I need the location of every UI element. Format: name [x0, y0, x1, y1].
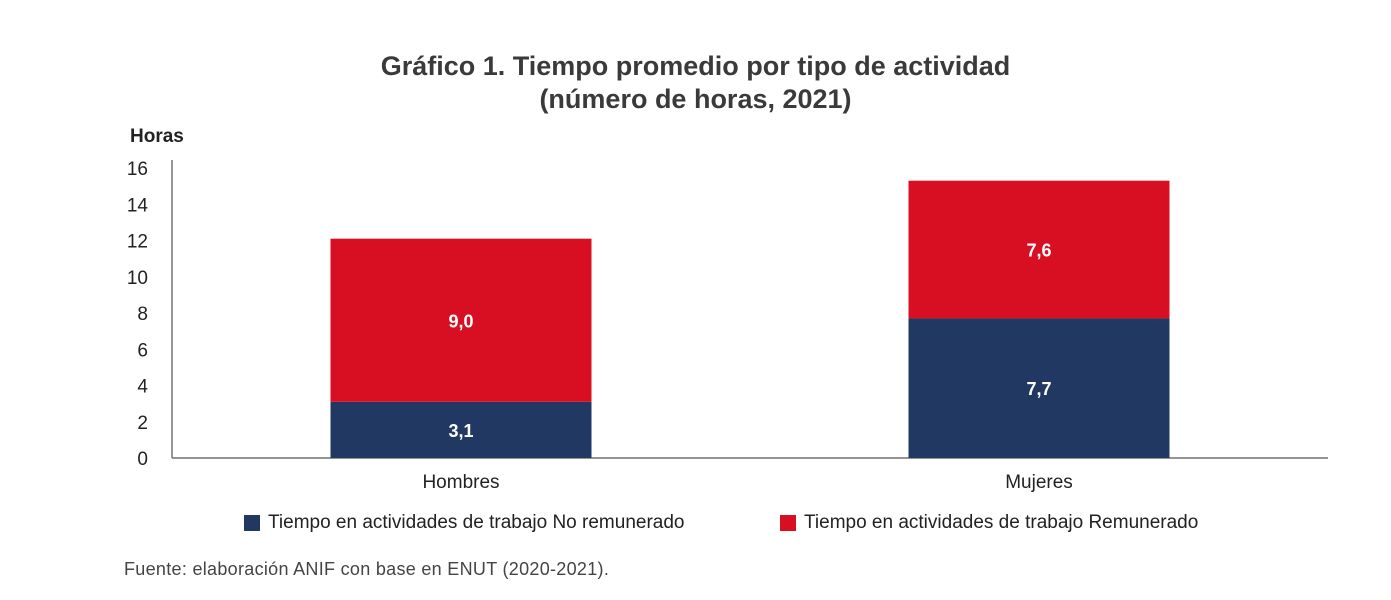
- y-tick-label: 8: [137, 304, 148, 325]
- chart-title: Gráfico 1. Tiempo promedio por tipo de a…: [380, 51, 1011, 81]
- legend-swatch-no-remunerado: [244, 515, 260, 531]
- data-label: 7,7: [1026, 379, 1051, 399]
- y-tick-label: 12: [127, 232, 148, 253]
- x-category-label: Mujeres: [1005, 472, 1073, 493]
- chart-title-block: Gráfico 1. Tiempo promedio por tipo de a…: [0, 50, 1391, 116]
- legend-label-remunerado: Tiempo en actividades de trabajo Remuner…: [804, 512, 1199, 533]
- bar-hombres-series-1: [330, 238, 592, 402]
- legend-swatch-remunerado: [780, 515, 796, 531]
- y-tick-label: 0: [137, 449, 148, 470]
- stacked-bar-chart: Horas 0 2 4 6 8 10 12 14 16 3,1 9,0 Hombres 7,7 7,6 Muj…: [127, 126, 1328, 493]
- y-tick-label: 16: [127, 159, 148, 180]
- y-tick-label: 14: [127, 195, 149, 216]
- source-note: Fuente: elaboración ANIF con base en ENU…: [124, 559, 610, 579]
- data-label: 9,0: [448, 311, 473, 331]
- data-label: 7,6: [1026, 241, 1051, 261]
- y-tick-label: 4: [137, 377, 148, 398]
- chart-subtitle: (número de horas, 2021): [539, 84, 852, 114]
- legend-item-remunerado: Tiempo en actividades de trabajo Remuner…: [780, 512, 1198, 534]
- y-tick-label: 6: [137, 340, 148, 361]
- y-tick-label: 10: [127, 268, 148, 289]
- bar-mujeres-series-0: [908, 318, 1170, 458]
- legend-item-no-remunerado: Tiempo en actividades de trabajo No remu…: [244, 512, 684, 534]
- bar-mujeres-series-1: [908, 180, 1170, 319]
- bar-hombres-series-0: [330, 401, 592, 458]
- chart-legend: Tiempo en actividades de trabajo No remu…: [0, 512, 1391, 538]
- x-category-label: Hombres: [422, 472, 499, 493]
- data-label: 3,1: [448, 421, 473, 441]
- y-tick-label: 2: [137, 413, 148, 434]
- legend-label-no-remunerado: Tiempo en actividades de trabajo No remu…: [268, 512, 685, 533]
- y-axis-title: Horas: [130, 126, 184, 147]
